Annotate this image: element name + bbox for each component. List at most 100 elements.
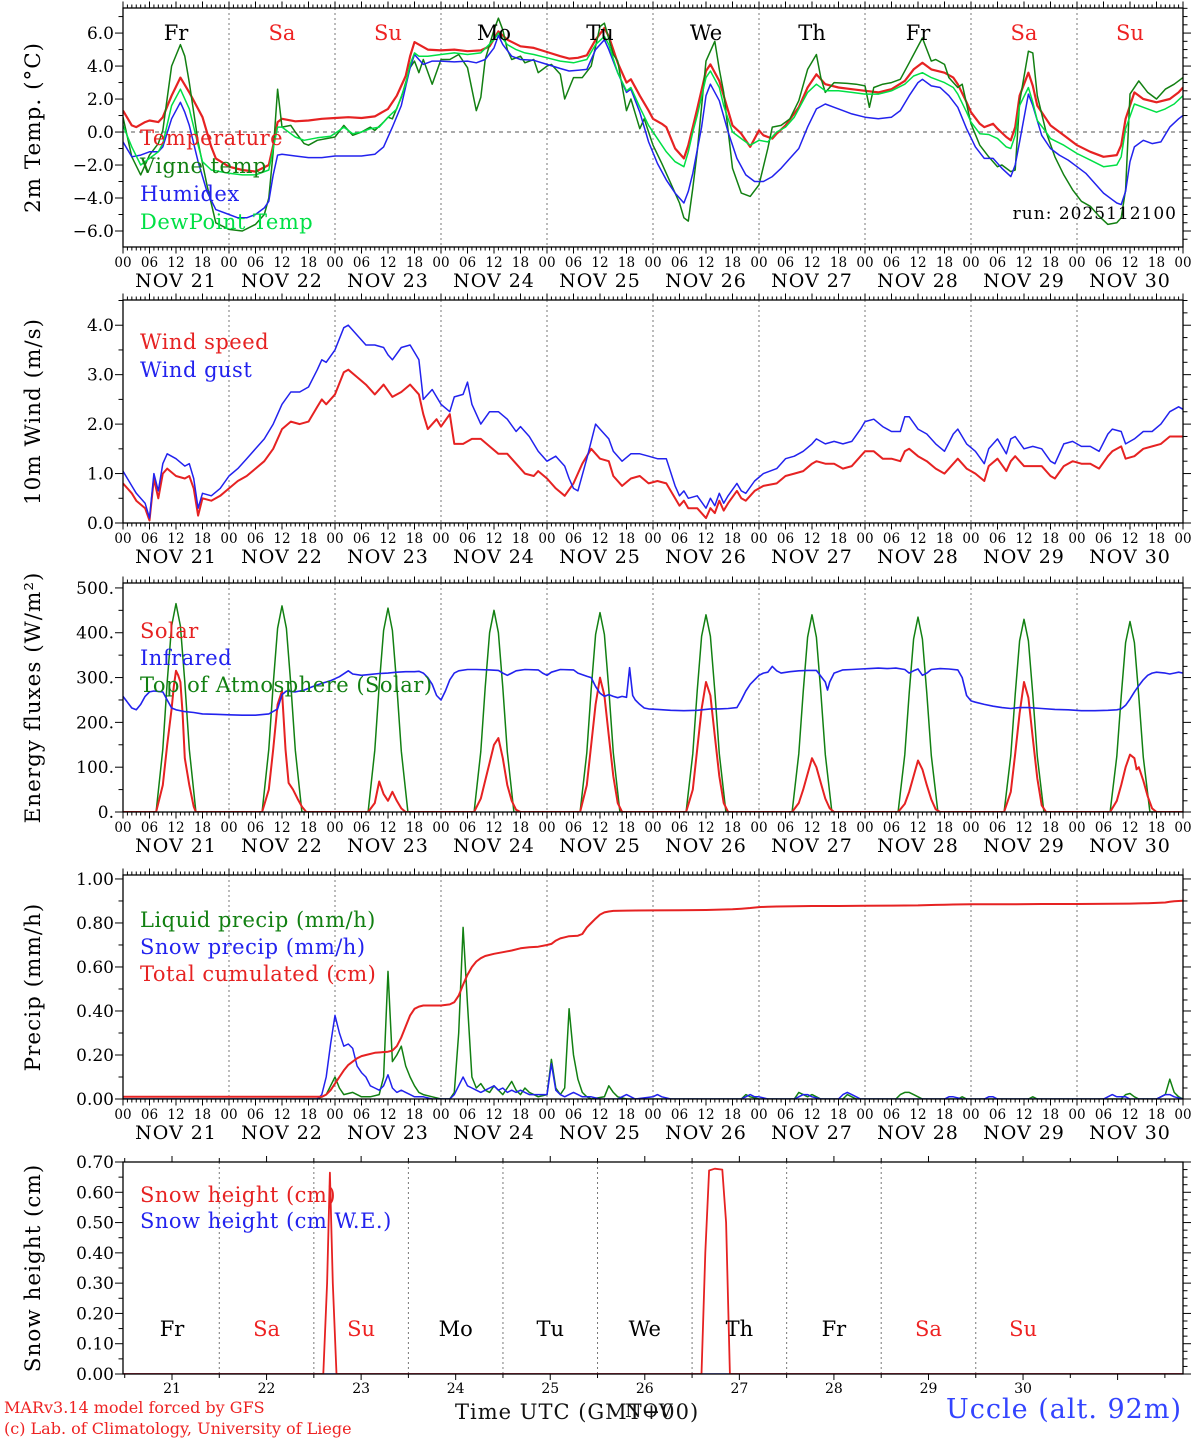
y-tick-label: −4.0 (73, 189, 114, 209)
hour-label: 18 (406, 255, 423, 271)
y-tick-label: −2.0 (73, 156, 114, 176)
y-tick-label: 0.20 (76, 1304, 114, 1324)
hour-label: 00 (538, 1107, 555, 1123)
hour-label: 18 (724, 820, 741, 836)
day-number-label: 29 (920, 1381, 938, 1397)
y-tick-label: 300. (76, 669, 114, 689)
hour-label: 06 (1095, 255, 1112, 271)
hour-label: 06 (777, 531, 794, 547)
date-label: NOV 28 (877, 270, 959, 292)
hour-label: 12 (167, 1107, 184, 1123)
hour-label: 18 (936, 1107, 953, 1123)
hour-label: 06 (989, 255, 1006, 271)
legend: Temperature Vigne temp Humidex DewPoint Tem… (139, 126, 313, 234)
weekday-label: Su (1116, 21, 1144, 45)
legend-item: Temperature (140, 126, 283, 150)
hour-label: 12 (1121, 820, 1138, 836)
hour-label: 00 (326, 531, 343, 547)
hour-label: 00 (962, 255, 979, 271)
hour-label: 12 (485, 1107, 502, 1123)
hour-label: 00 (538, 820, 555, 836)
x-tick-labels: 00 06 12 18 00 06 12 18 00 06 12 18 00 06 12 18 00 06 12 18… (114, 255, 1191, 292)
hour-label: 12 (1015, 820, 1032, 836)
date-label: NOV 23 (347, 546, 429, 568)
date-label: NOV 29 (983, 835, 1065, 857)
hour-label: 18 (618, 820, 635, 836)
hour-label: 00 (220, 531, 237, 547)
legend-item: Wind gust (140, 358, 252, 382)
hour-label: 00 (644, 820, 661, 836)
day-number-label: 21 (163, 1381, 181, 1397)
y-axis-title: 10m Wind (m/s) (21, 318, 46, 505)
hour-label: 18 (194, 531, 211, 547)
hour-label: 18 (936, 531, 953, 547)
date-label: NOV 25 (559, 1122, 641, 1144)
y-tick-label: 0.30 (76, 1274, 114, 1294)
hour-label: 12 (697, 255, 714, 271)
series-infrared-line (123, 665, 1183, 717)
x-tick-labels: 00 06 12 18 00 06 12 18 00 06 12 18 00 06 12 18 00 06 12 18… (114, 1107, 1191, 1144)
hour-label: 06 (141, 255, 158, 271)
hour-label: 00 (538, 255, 555, 271)
legend-item: Infrared (140, 646, 232, 670)
hour-label: 18 (1148, 820, 1165, 836)
legend-item: Wind speed (140, 330, 269, 354)
hour-label: 12 (697, 1107, 714, 1123)
hour-label: 18 (194, 255, 211, 271)
hour-label: 06 (989, 1107, 1006, 1123)
weekday-label: Fr (160, 1317, 186, 1341)
hour-label: 18 (1042, 820, 1059, 836)
hour-label: 06 (671, 820, 688, 836)
axis-ticks (115, 1156, 1191, 1380)
y-tick-label: 0.40 (76, 1002, 114, 1022)
day-number-label: 25 (541, 1381, 559, 1397)
date-label: NOV 28 (877, 1122, 959, 1144)
weekday-label: Th (726, 1317, 754, 1341)
date-label: NOV 24 (453, 546, 535, 568)
hour-label: 18 (830, 1107, 847, 1123)
hour-label: 12 (909, 820, 926, 836)
hour-label: 00 (432, 531, 449, 547)
hour-label: 00 (1174, 531, 1191, 547)
hour-label: 12 (485, 255, 502, 271)
legend: Wind speed Wind gust (140, 330, 269, 382)
hour-label: 00 (114, 820, 131, 836)
hour-label: 12 (1015, 1107, 1032, 1123)
date-label: NOV 30 (1089, 835, 1171, 857)
hour-label: 18 (830, 531, 847, 547)
hour-label: 00 (114, 255, 131, 271)
hour-label: 00 (644, 531, 661, 547)
date-label: NOV 25 (559, 270, 641, 292)
series-snow-height-cm--line (123, 1167, 1183, 1374)
hour-label: 06 (777, 255, 794, 271)
date-label: NOV 29 (983, 546, 1065, 568)
credit-line-1: MARv3.14 model forced by GFS (4, 1398, 265, 1417)
hour-label: 18 (512, 1107, 529, 1123)
hour-label: 18 (406, 1107, 423, 1123)
hour-label: 18 (1148, 531, 1165, 547)
legend-item: Snow height (cm W.E.) (140, 1209, 392, 1233)
hour-label: 18 (724, 1107, 741, 1123)
hour-label: 06 (247, 255, 264, 271)
y-tick-label: 0.50 (76, 1214, 114, 1234)
x-tick-labels: 00 06 12 18 00 06 12 18 00 06 12 18 00 06 12 18 00 06 12 18… (114, 531, 1191, 568)
y-tick-label: 0. (98, 803, 114, 823)
y-tick-label: 3.0 (87, 366, 114, 386)
legend-item: Snow height (cm) (140, 1183, 336, 1207)
weekday-label: Sa (1011, 21, 1038, 45)
hour-label: 12 (591, 1107, 608, 1123)
hour-label: 06 (883, 820, 900, 836)
weekday-label: Fr (164, 21, 190, 45)
hour-label: 06 (671, 255, 688, 271)
y-tick-label: 400. (76, 624, 114, 644)
legend: Solar Infrared Top of Atmosphere (Solar) (140, 619, 432, 697)
hour-label: 18 (194, 820, 211, 836)
y-tick-label: 100. (76, 758, 114, 778)
weekday-label: Sa (915, 1317, 942, 1341)
hour-label: 12 (379, 255, 396, 271)
hour-label: 00 (114, 531, 131, 547)
y-tick-labels: 0.70 0.60 0.50 0.40 0.30 0.20 0.10 0.00 (76, 1153, 114, 1385)
hour-label: 18 (512, 255, 529, 271)
hour-label: 12 (485, 531, 502, 547)
hour-label: 12 (273, 531, 290, 547)
